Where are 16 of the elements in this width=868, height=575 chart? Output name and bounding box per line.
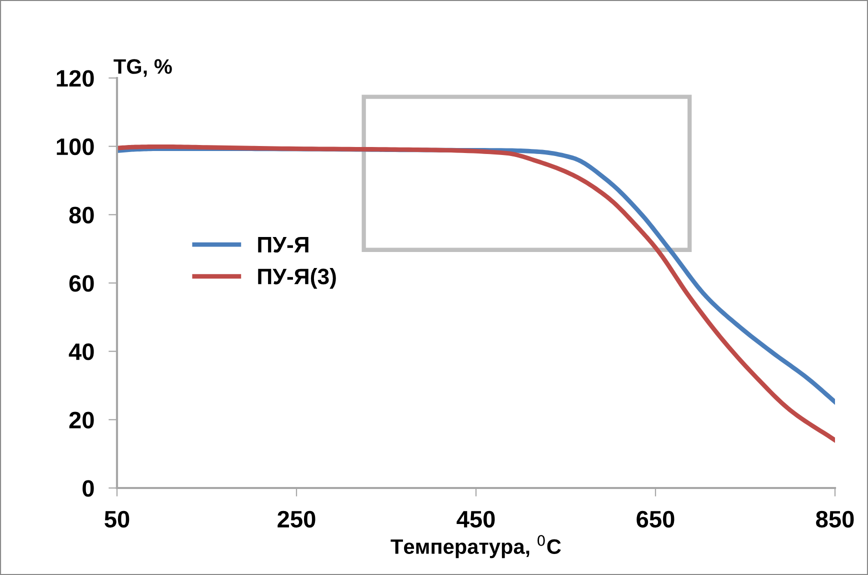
y-tick-label: 60: [69, 275, 94, 292]
y-tick-label: 100: [56, 138, 94, 156]
y-tick-label: 40: [68, 343, 94, 360]
y-tick-label: 20: [69, 412, 94, 428]
y-tick-label: 80: [69, 206, 94, 224]
legend-label: ПУ-Я(3): [258, 268, 336, 289]
x-tick-label: 650: [636, 510, 674, 528]
x-tick-label: 450: [456, 510, 495, 528]
y-tick-label: 0: [82, 480, 94, 497]
y-tick-label: 120: [56, 70, 94, 87]
x-tick-label: 250: [278, 510, 316, 528]
x-axis-title: Температура, $^{0}$C: [390, 535, 561, 558]
y-axis-title: TG, %: [114, 59, 172, 77]
legend-label: ПУ-Я: [258, 237, 308, 253]
x-tick-label: 850: [816, 510, 854, 528]
x-tick-label: 50: [104, 510, 130, 528]
